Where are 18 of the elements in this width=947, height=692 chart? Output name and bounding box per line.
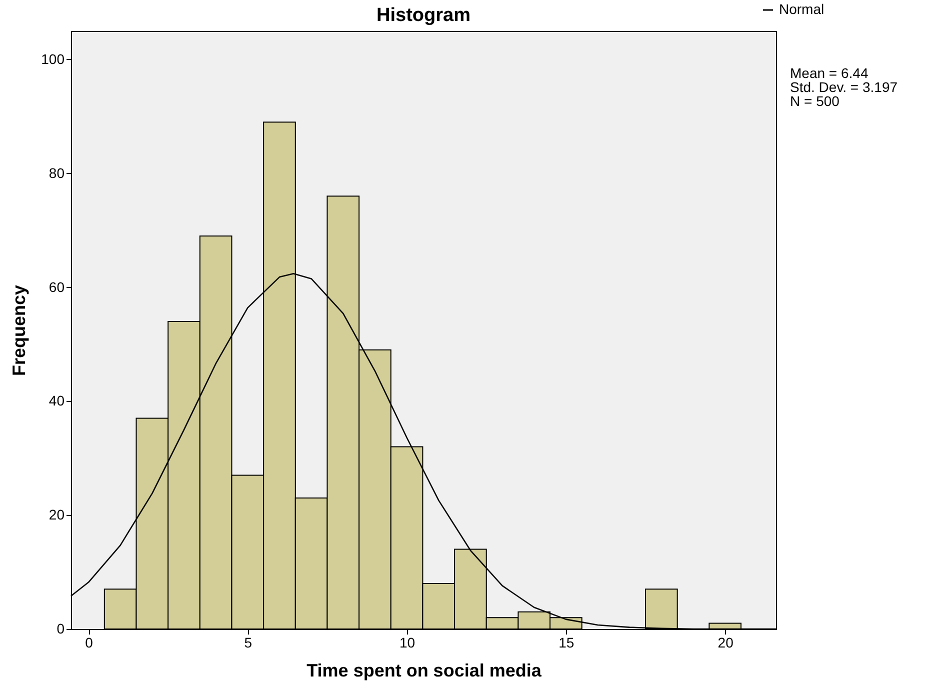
x-tick-label: 15 <box>558 634 574 650</box>
y-axis-title: Frequency <box>9 284 30 376</box>
y-tick-label: 0 <box>56 620 65 636</box>
chart-title: Histogram <box>376 5 470 26</box>
x-tick-label: 10 <box>400 634 416 650</box>
text: N = 500 <box>790 93 840 109</box>
y-tick-label: 100 <box>41 50 65 67</box>
y-tick-label: 80 <box>48 164 65 181</box>
y-tick-label: 60 <box>48 278 65 295</box>
x-tick-label: 20 <box>718 634 734 650</box>
y-tick-label: 20 <box>48 506 65 523</box>
x-axis-title: Time spent on social media <box>306 660 542 680</box>
text: Std. Dev. = 3.197 <box>790 79 898 95</box>
y-tick-label: 40 <box>48 392 65 409</box>
x-tick-label: 0 <box>85 634 94 650</box>
x-tick-label: 5 <box>244 634 252 650</box>
legend-label: Normal <box>779 1 824 17</box>
text: Mean = 6.44 <box>790 65 870 81</box>
